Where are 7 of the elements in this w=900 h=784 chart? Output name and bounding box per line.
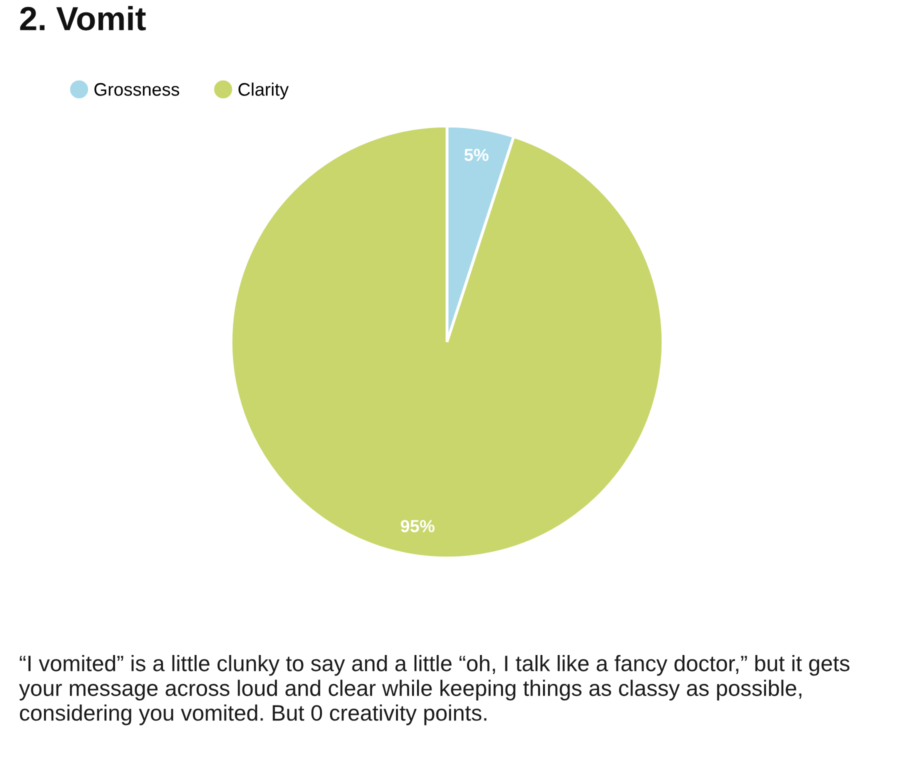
data-label: 95% <box>400 520 435 532</box>
legend-label: Grossness <box>94 83 180 96</box>
legend-label: Clarity <box>238 82 289 100</box>
pie-slice <box>230 124 664 560</box>
data-label: 5% <box>464 148 488 162</box>
text: “I vomited” is a little clunky to say and a little “oh, I talk like a fancy doctor,” but it gets your message across loud and clear while keeping things as classy as possible, considering you vomited. But 0 creativity points. <box>19 655 850 726</box>
chart-title: 2. Vomit <box>20 6 146 30</box>
